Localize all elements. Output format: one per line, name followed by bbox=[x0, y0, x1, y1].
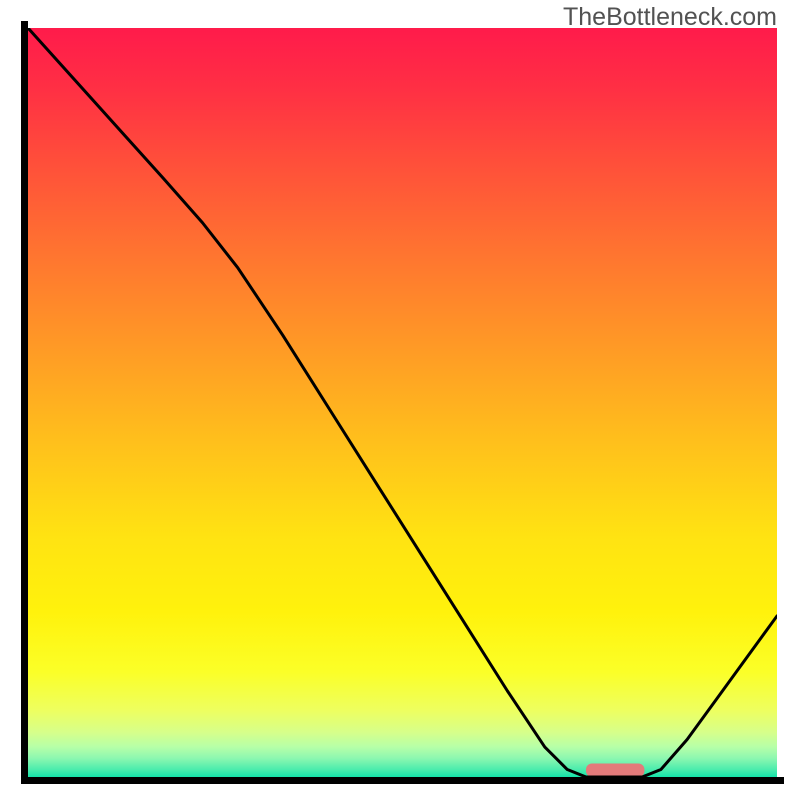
y-axis bbox=[21, 21, 28, 784]
x-axis bbox=[21, 777, 784, 784]
gradient-background bbox=[28, 28, 777, 777]
bottleneck-chart bbox=[28, 28, 777, 777]
chart-stage: TheBottleneck.com bbox=[0, 0, 800, 800]
watermark-text: TheBottleneck.com bbox=[563, 3, 777, 32]
optimal-marker bbox=[586, 764, 644, 777]
